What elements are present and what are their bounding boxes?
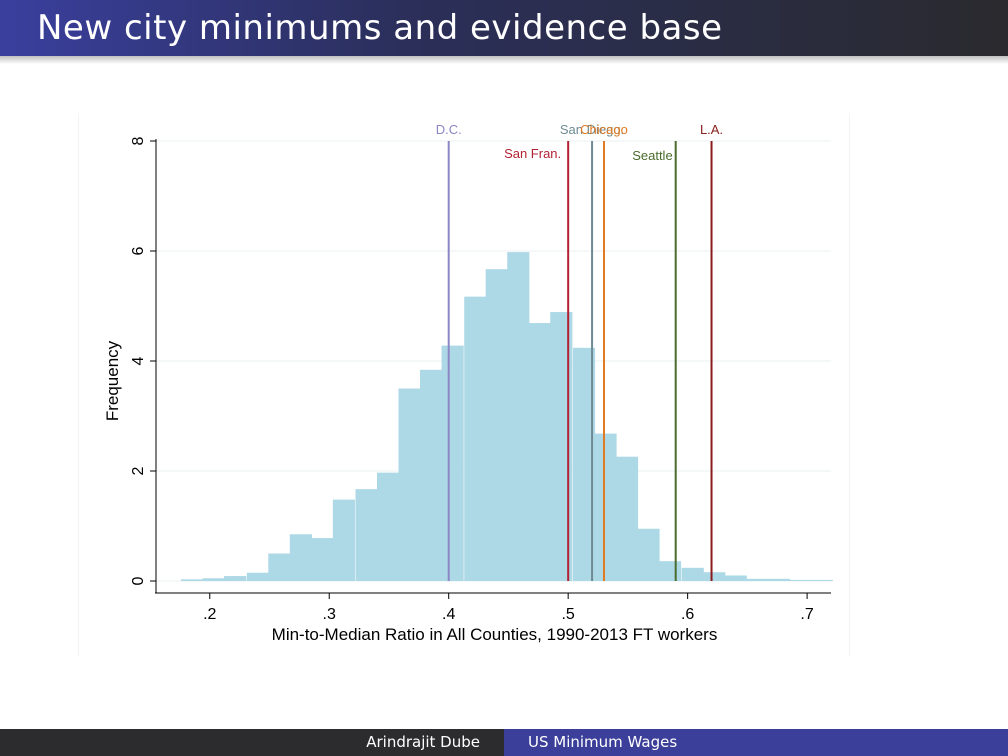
footer-left-panel: Arindrajit Dube xyxy=(0,729,504,756)
histogram-bar xyxy=(224,576,247,581)
y-tick-label: 8 xyxy=(130,136,147,145)
x-tick-label: .5 xyxy=(561,606,574,623)
histogram-bar xyxy=(464,296,487,581)
reference-line-label: San Fran. xyxy=(504,146,561,161)
histogram-bar xyxy=(810,579,833,581)
slide-title: New city minimums and evidence base xyxy=(37,8,723,48)
x-tick-label: .3 xyxy=(323,606,336,623)
histogram-bar xyxy=(528,323,551,581)
histogram-bar xyxy=(767,578,790,581)
histogram-bar xyxy=(572,347,596,581)
reference-line-label: Chicago xyxy=(580,122,628,137)
histogram-bar xyxy=(420,369,443,581)
y-tick-label: 4 xyxy=(130,356,147,365)
histogram-bar xyxy=(746,578,769,581)
x-tick-label: .6 xyxy=(681,606,694,623)
reference-line-label: Seattle xyxy=(632,148,672,163)
histogram-bar xyxy=(246,572,269,581)
histogram-bar xyxy=(268,553,291,581)
histogram-bar xyxy=(355,489,378,581)
bars-layer xyxy=(181,252,833,581)
footer-topic: US Minimum Wages xyxy=(528,733,678,751)
footer-bar: Arindrajit Dube US Minimum Wages xyxy=(0,729,1008,756)
y-tick-label: 0 xyxy=(130,576,147,585)
x-tick-label: .2 xyxy=(203,606,216,623)
histogram-bar xyxy=(289,534,312,581)
labels-layer: D.C. San Fran. San Diego.Chicago Seattle L.A… xyxy=(103,122,814,644)
y-axis-title: Frequency xyxy=(103,340,122,421)
histogram-bar xyxy=(441,345,464,581)
histogram-bar xyxy=(658,561,682,581)
x-tick-label: .7 xyxy=(800,606,813,623)
histogram-bar xyxy=(703,572,726,581)
y-tick-label: 6 xyxy=(130,246,147,255)
footer-author: Arindrajit Dube xyxy=(366,733,480,751)
histogram-bar xyxy=(377,472,400,581)
histogram-bar xyxy=(507,252,530,581)
header-shadow xyxy=(0,56,1008,64)
histogram-bar xyxy=(789,579,812,581)
x-axis-title: Min-to-Median Ratio in All Counties, 199… xyxy=(272,625,718,644)
slide-header: New city minimums and evidence base xyxy=(0,0,1008,56)
chart-panel: D.C. San Fran. San Diego. Chicago Seattle L.A… xyxy=(78,113,850,656)
histogram-chart: D.C. San Fran. San Diego.Chicago Seattle L.A… xyxy=(103,122,833,644)
y-tick-label: 2 xyxy=(130,466,147,475)
reference-lines-layer xyxy=(447,141,713,581)
histogram-bar xyxy=(681,567,704,581)
reference-line-label: San Diego. xyxy=(560,122,624,137)
histogram-bar xyxy=(181,579,204,581)
histogram-bar xyxy=(332,499,355,581)
histogram-bar xyxy=(615,456,639,581)
axes-layer xyxy=(150,139,831,599)
footer-right-panel: US Minimum Wages xyxy=(504,729,1008,756)
reference-line-label: D.C. xyxy=(436,122,462,137)
histogram-bar xyxy=(398,388,421,581)
histogram-bar xyxy=(311,538,334,581)
histogram-bar xyxy=(637,528,660,581)
histogram-bar xyxy=(594,433,617,581)
histogram-bar xyxy=(724,575,747,581)
reference-line-label: L.A. xyxy=(700,122,723,137)
x-tick-label: .4 xyxy=(442,606,455,623)
histogram-bar xyxy=(550,312,573,581)
histogram-bar xyxy=(485,269,508,581)
histogram-bar xyxy=(202,578,225,581)
